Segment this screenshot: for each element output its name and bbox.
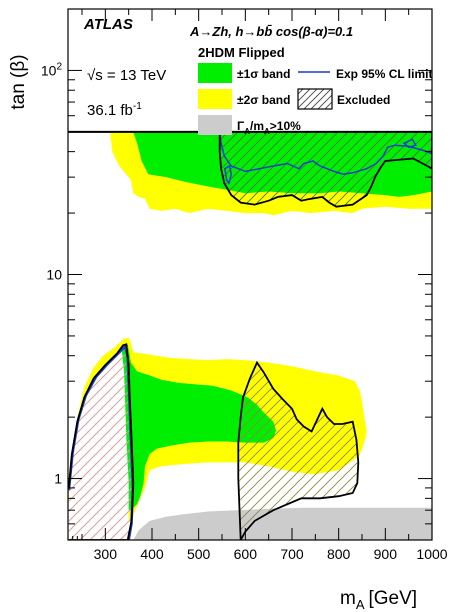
legend-label-one-sigma: ±1σ band: [237, 67, 290, 81]
expected-limit-upper: [218, 131, 432, 175]
y-tick-label: 10: [46, 267, 62, 283]
excluded-region-lower-hatch: [68, 344, 134, 540]
legend-label-two-sigma: ±2σ band: [237, 93, 290, 107]
excluded-region-mid-hatch: [238, 362, 359, 540]
excluded-contour-upper: [218, 131, 432, 208]
axes: 300 400 500 600 700 800 900 1000 1 10 102: [41, 8, 448, 562]
x-tick-label: 300: [94, 546, 118, 562]
expected-limit-island: [402, 138, 417, 149]
x-axis-title: mA [GeV]: [340, 588, 417, 612]
data-region: [68, 130, 432, 540]
expected-limit-island: [223, 164, 233, 185]
legend: ±1σ band Exp 95% CL limit ±2σ band Exclu…: [198, 63, 432, 136]
x-tick-label: 400: [140, 546, 164, 562]
luminosity-label: 36.1 fb-1: [87, 101, 142, 119]
x-tick-label: 800: [327, 546, 351, 562]
legend-swatch-two-sigma: [198, 89, 232, 109]
experiment-label: ATLAS: [83, 16, 133, 33]
y-tick-label: 1: [54, 471, 62, 487]
x-tick-label: 700: [280, 546, 304, 562]
y-axis-title: tan (β): [8, 54, 29, 109]
legend-label-expected: Exp 95% CL limit: [336, 67, 432, 81]
energy-label: √s = 13 TeV: [87, 67, 166, 84]
x-tick-label: 900: [374, 546, 398, 562]
legend-swatch-excluded: [297, 88, 333, 110]
legend-label-excluded: Excluded: [337, 93, 390, 107]
x-tick-label: 600: [234, 546, 258, 562]
width-region: [133, 507, 432, 540]
y-tick-label: 102: [41, 61, 63, 78]
excluded-region-upper-hatch: [219, 131, 432, 207]
excluded-contour-mid: [237, 360, 360, 540]
x-tick-label: 1000: [416, 546, 447, 562]
excluded-contour-lower: [68, 343, 135, 540]
model-label: 2HDM Flipped: [198, 45, 285, 60]
legend-swatch-one-sigma: [198, 63, 232, 83]
legend-swatch-width: [198, 115, 232, 135]
legend-label-width: ΓA/mA>10%: [237, 119, 301, 136]
process-label: A→Zh, h→bb̄ cos(β-α)=0.1: [189, 24, 353, 39]
x-tick-label: 500: [187, 546, 211, 562]
